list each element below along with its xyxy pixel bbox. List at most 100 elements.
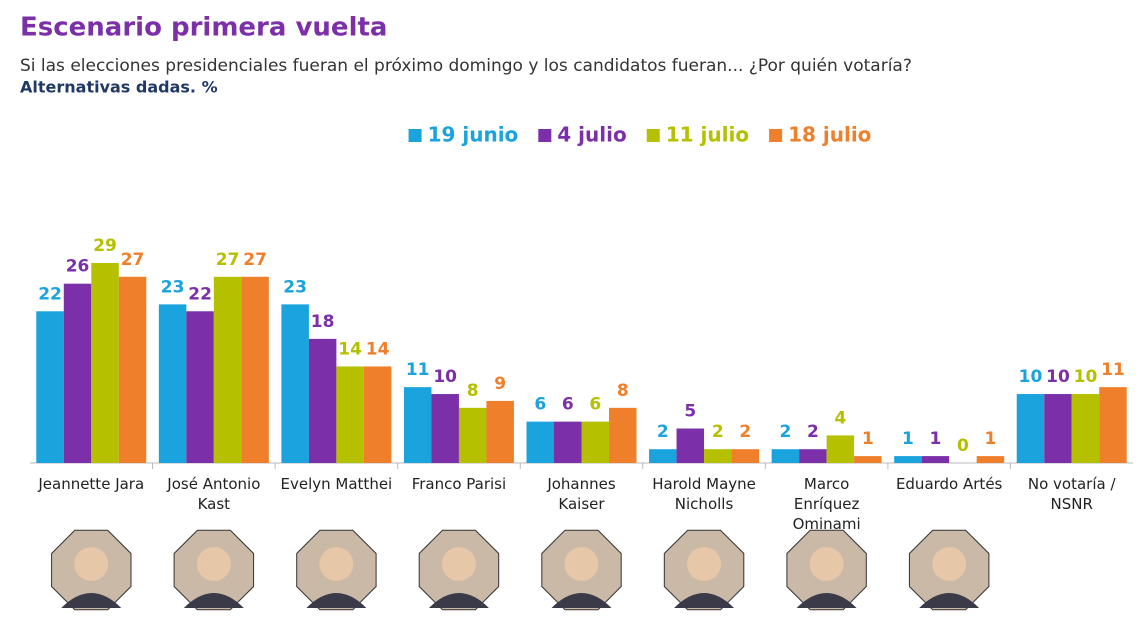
photo-body	[919, 593, 980, 608]
x-tick-label: José Antonio Kast	[167, 475, 261, 513]
legend-swatch	[408, 129, 422, 142]
bar	[854, 456, 882, 463]
chart-title: Escenario primera vuelta	[20, 13, 387, 43]
bar	[91, 263, 119, 463]
bar	[649, 449, 677, 463]
photo-face	[564, 547, 599, 581]
bar	[36, 311, 64, 463]
data-label: 22	[188, 284, 212, 304]
bar	[976, 456, 1005, 463]
data-label: 1	[984, 429, 996, 449]
bar	[826, 435, 855, 463]
data-label: 29	[93, 236, 117, 256]
data-label: 23	[161, 277, 185, 297]
bar	[676, 428, 705, 463]
bar	[213, 276, 242, 463]
bar	[403, 387, 432, 463]
photo-face	[809, 547, 844, 581]
photo-face	[74, 547, 109, 581]
bar	[281, 304, 309, 463]
legend-label: 18 julio	[788, 123, 871, 147]
bar	[894, 456, 922, 463]
data-label: 1	[862, 429, 874, 449]
data-label: 5	[684, 402, 696, 422]
x-tick-label: No votaría / NSNR	[1027, 475, 1116, 513]
data-label: 9	[494, 374, 506, 394]
bar	[458, 407, 487, 463]
x-tick-label: Eduardo Artés	[895, 475, 1003, 493]
legend-swatch	[538, 129, 552, 142]
chart-subtitle: Si las elecciones presidenciales fueran …	[20, 56, 912, 76]
legend-label: 19 junio	[428, 123, 519, 147]
data-label: 11	[406, 360, 430, 380]
photo-body	[183, 593, 244, 608]
photo-body	[551, 593, 612, 608]
photo-face	[196, 547, 231, 581]
data-label: 18	[311, 312, 335, 332]
bar	[526, 421, 554, 463]
data-label: 6	[534, 395, 546, 415]
photo-face	[687, 547, 722, 581]
bar	[581, 421, 609, 463]
data-label: 2	[779, 422, 791, 442]
data-label: 27	[243, 250, 267, 270]
data-label: 0	[957, 436, 969, 456]
data-label: 4	[834, 408, 846, 428]
data-label: 8	[617, 381, 629, 401]
bar	[241, 276, 269, 463]
data-label: 14	[338, 339, 362, 359]
photo-body	[61, 593, 122, 608]
bar	[486, 400, 514, 463]
x-tick-label: Johannes Kaiser	[547, 475, 616, 513]
data-label: 10	[1046, 367, 1070, 387]
photo-body	[428, 593, 489, 608]
data-label: 1	[902, 429, 914, 449]
x-tick-label: Evelyn Matthei	[280, 475, 393, 493]
data-label: 2	[712, 422, 724, 442]
data-label: 14	[366, 339, 390, 359]
bar	[609, 407, 637, 463]
bar	[363, 366, 392, 463]
data-label: 27	[216, 250, 240, 270]
data-label: 26	[66, 257, 90, 277]
data-label: 22	[38, 284, 62, 304]
legend-label: 11 julio	[666, 123, 749, 147]
data-label: 10	[433, 367, 457, 387]
data-label: 2	[739, 422, 751, 442]
data-label: 2	[807, 422, 819, 442]
data-label: 6	[562, 395, 574, 415]
bar	[118, 276, 147, 463]
data-label: 11	[1101, 360, 1125, 380]
bar	[921, 456, 950, 463]
photo-face	[319, 547, 354, 581]
data-label: 8	[467, 381, 479, 401]
data-label: 23	[283, 277, 307, 297]
photo-body	[306, 593, 367, 608]
bar	[1016, 394, 1045, 463]
photo-body	[796, 593, 857, 608]
bar	[308, 338, 337, 463]
bar	[63, 283, 92, 463]
legend-swatch	[769, 129, 783, 142]
bar	[336, 366, 364, 463]
x-tick-label: Franco Parisi	[411, 475, 507, 493]
data-label: 10	[1019, 367, 1043, 387]
bar	[704, 449, 732, 463]
photo-face	[441, 547, 476, 581]
bar	[1099, 387, 1127, 463]
photo-face	[932, 547, 967, 581]
legend-label: 4 julio	[557, 123, 626, 147]
legend-swatch	[646, 129, 660, 142]
bar	[799, 449, 827, 463]
photo-body	[674, 593, 735, 608]
bar	[431, 394, 459, 463]
bar	[186, 311, 214, 463]
data-label: 2	[657, 422, 669, 442]
data-label: 1	[929, 429, 941, 449]
data-label: 10	[1074, 367, 1098, 387]
x-tick-label: Harold Mayne Nicholls	[652, 475, 756, 513]
bar	[731, 449, 760, 463]
chart-note: Alternativas dadas. %	[20, 78, 218, 97]
